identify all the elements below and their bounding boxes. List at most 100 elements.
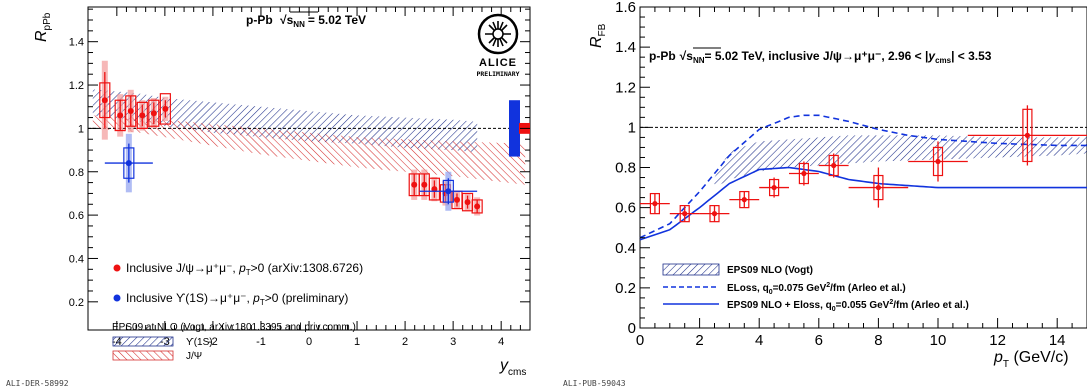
xtick-label: 12: [989, 332, 1006, 349]
xtick-label: 4: [755, 332, 763, 349]
marker: [831, 162, 837, 169]
rfb-point: [729, 190, 760, 209]
legend-swatch-jpsi-band: [112, 350, 174, 361]
jpsi-point: [428, 176, 440, 202]
jpsi-point: [451, 190, 463, 210]
marker: [771, 184, 777, 191]
left-legend: Inclusive J/ψ→μ⁺μ⁻, pT>0 (arXiv:1308.672…: [112, 261, 363, 362]
jpsi-point: [136, 100, 148, 131]
legend-swatch-eps09: [662, 263, 720, 276]
syst-box: [136, 101, 148, 129]
jpsi-point: [418, 169, 430, 200]
syst-box: [828, 154, 839, 177]
alice-logo: ALICE PRELIMINARY: [476, 13, 520, 78]
syst-box: [768, 178, 780, 197]
eps09-band: [714, 135, 1087, 188]
ytick-label: 0.4: [69, 253, 84, 265]
legend-marker-jpsi: [113, 264, 121, 272]
legend-label-upsilon-band: ϒ(1S): [186, 337, 213, 348]
eloss-curve: [639, 114, 1087, 239]
jpsi-point: [125, 89, 137, 133]
legend-label-eps09-eloss: EPS09 NLO + Eloss, q0=0.055 GeV2/fm (Arl…: [727, 299, 969, 313]
ytick-label: 0.2: [69, 297, 84, 309]
marker: [801, 170, 807, 177]
marker: [935, 158, 941, 165]
rfb-point: [669, 205, 700, 223]
xtick-label: 14: [1049, 332, 1066, 349]
syst-box: [148, 99, 160, 127]
syst-box: [428, 177, 440, 201]
xtick-label: -2: [208, 336, 218, 348]
rfb-point: [967, 105, 1087, 166]
jpsi-point: [159, 93, 171, 125]
left-xlabel: ycms: [499, 357, 526, 378]
syst-box: [932, 146, 944, 177]
marker: [682, 211, 688, 217]
right-ylabel: RFB: [588, 23, 608, 48]
jpsi-point: [148, 98, 160, 129]
rfb-point: [789, 161, 819, 186]
right-legend: EPS09 NLO (Vogt) ELoss, q0=0.075 GeV2/fm…: [662, 263, 969, 313]
upsilon-point: [419, 171, 478, 211]
right-title: p-Pb √sNN= 5.02 TeV, inclusive J/ψ→μ⁺μ⁻, …: [649, 49, 992, 65]
xtick-label: 0: [636, 332, 644, 349]
xtick-label: -1: [256, 336, 266, 348]
ytick-label: 1.4: [615, 39, 636, 56]
marker: [101, 97, 108, 104]
jpsi-point: [461, 192, 474, 212]
jpsi-point: [471, 197, 483, 216]
marker: [875, 184, 882, 191]
rFB-chart: 0 2 4 6 8 10 12 14 0 0.2 0.4 0.6 0.8 1 1.2 1.4 1.6 p-Pb √…: [563, 0, 1087, 388]
svg-text:RFB: RFB: [588, 23, 608, 48]
legend-label-eps09: EPS09 NLO (Vogt): [727, 265, 813, 276]
legend-label-jpsi-band: J/Ψ: [186, 351, 202, 362]
syst-box: [159, 93, 171, 125]
left-band-1: [92, 115, 526, 185]
right-model-bands: [714, 135, 1087, 188]
ytick-label: 0.2: [615, 280, 636, 297]
eps09-eloss-curve: [639, 166, 1087, 241]
rfb-point: [818, 153, 849, 178]
left-ylabel: RpPb: [33, 12, 53, 42]
legend-label-jpsi: Inclusive J/ψ→μ⁺μ⁻, pT>0 (arXiv:1308.672…: [126, 261, 363, 277]
marker: [125, 160, 132, 167]
syst-box: [873, 174, 884, 201]
ytick-label: 1.4: [69, 37, 84, 49]
ytick-label: 0.6: [615, 200, 636, 217]
xtick-label: 8: [874, 332, 882, 349]
marker: [431, 186, 438, 193]
syst-box: [709, 205, 720, 223]
xtick-label: 10: [930, 332, 947, 349]
legend-swatch-upsilon-band: [112, 336, 174, 347]
marker: [445, 188, 452, 195]
upsilon-point: [104, 133, 153, 193]
right-model-curves: [639, 114, 1087, 241]
xtick-label: 3: [450, 336, 456, 348]
jpsi-point: [99, 60, 111, 140]
syst-box: [1022, 108, 1033, 163]
marker: [741, 197, 747, 203]
right-data-points: [640, 105, 1087, 223]
rfb-point: [699, 205, 730, 223]
left-footer-id: ALI-DER-58992: [6, 379, 69, 388]
marker: [421, 181, 428, 188]
legend-label-upsilon: Inclusive ϒ(1S)→μ⁺μ⁻, pT>0 (preliminary): [126, 291, 348, 307]
marker: [411, 181, 418, 188]
right-footer-id: ALI-PUB-59043: [563, 379, 626, 388]
global-box-0: [509, 100, 520, 157]
right-xlabel: pT (GeV/c): [993, 349, 1069, 370]
syst-box: [679, 205, 690, 223]
marker: [1024, 132, 1030, 138]
syst-box: [739, 190, 750, 209]
alice-logo-subtext: PRELIMINARY: [476, 70, 519, 78]
xtick-label: 2: [402, 336, 408, 348]
marker: [162, 105, 169, 112]
ytick-label: 1.2: [615, 79, 636, 96]
ytick-label: 0: [628, 320, 636, 337]
right-axis-ticks: 0 2 4 6 8 10 12 14 0 0.2 0.4 0.6 0.8 1 1.2 1.4 1.6: [615, 0, 1073, 349]
xtick-label: 0: [306, 336, 312, 348]
marker: [474, 203, 481, 210]
rfb-point: [848, 167, 909, 208]
ytick-label: 1.6: [615, 0, 636, 16]
